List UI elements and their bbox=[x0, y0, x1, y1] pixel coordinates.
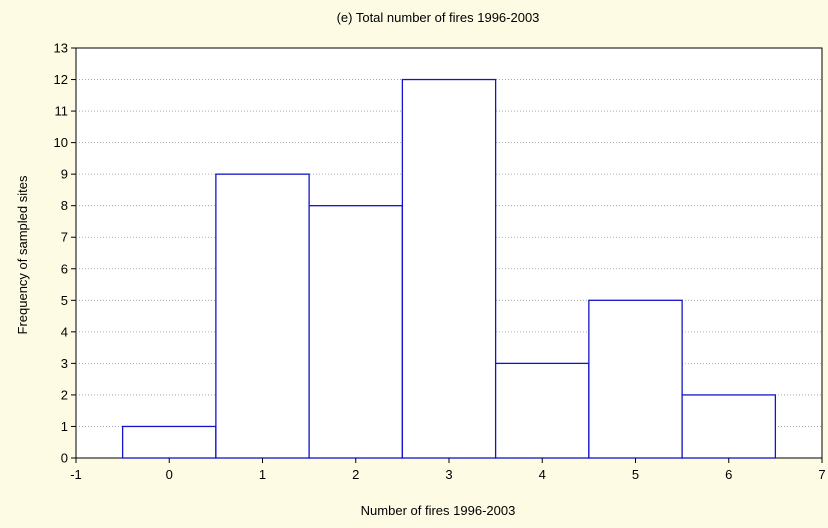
y-tick-label-10: 10 bbox=[54, 135, 68, 150]
bar-3 bbox=[401, 78, 497, 459]
y-tick-label-8: 8 bbox=[61, 198, 68, 213]
bars bbox=[121, 78, 777, 459]
y-tick-label-9: 9 bbox=[61, 167, 68, 182]
x-tick-label-2: 2 bbox=[352, 467, 359, 482]
x-tick-label-7: 7 bbox=[818, 467, 825, 482]
bar-5 bbox=[588, 299, 683, 459]
bar-6 bbox=[681, 394, 777, 459]
y-axis-title: Frequency of sampled sites bbox=[15, 175, 30, 334]
x-tick-label-0: 0 bbox=[166, 467, 173, 482]
y-tick-label-11: 11 bbox=[55, 104, 69, 119]
x-tick-label-1: 1 bbox=[259, 467, 266, 482]
y-tick-label-1: 1 bbox=[61, 419, 68, 434]
y-tick-label-0: 0 bbox=[61, 451, 68, 466]
x-tick-label-3: 3 bbox=[445, 467, 452, 482]
bar-2 bbox=[308, 205, 404, 459]
y-tick-label-5: 5 bbox=[61, 293, 68, 308]
bar-0 bbox=[121, 425, 217, 459]
x-axis-ticks: -1 0 1 2 3 4 5 6 7 bbox=[70, 458, 826, 482]
x-tick-label--1: -1 bbox=[70, 467, 82, 482]
x-axis-title: Number of fires 1996-2003 bbox=[361, 503, 516, 518]
y-tick-label-3: 3 bbox=[61, 356, 68, 371]
y-tick-label-6: 6 bbox=[61, 261, 68, 276]
y-tick-label-2: 2 bbox=[61, 387, 68, 402]
x-tick-label-4: 4 bbox=[539, 467, 546, 482]
x-tick-label-5: 5 bbox=[632, 467, 639, 482]
bar-1 bbox=[215, 173, 310, 459]
x-tick-label-6: 6 bbox=[725, 467, 732, 482]
y-tick-label-4: 4 bbox=[61, 324, 68, 339]
y-tick-label-7: 7 bbox=[61, 230, 68, 245]
bar-4 bbox=[494, 362, 590, 459]
y-tick-label-13: 13 bbox=[54, 41, 68, 56]
y-tick-label-12: 12 bbox=[54, 72, 68, 87]
chart-title: (e) Total number of fires 1996-2003 bbox=[337, 10, 540, 25]
